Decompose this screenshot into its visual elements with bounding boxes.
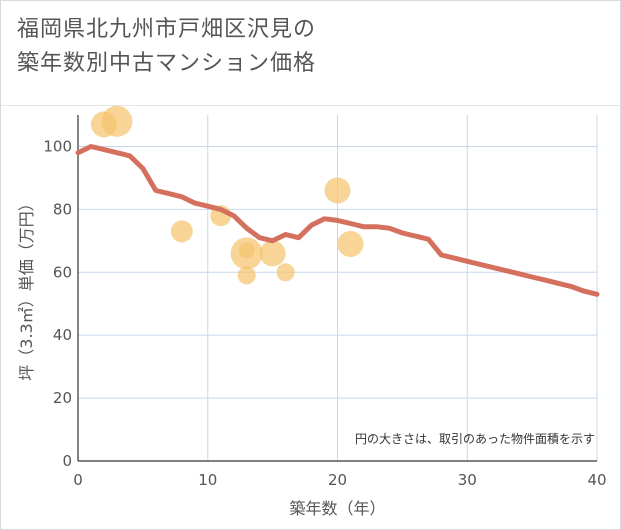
x-tick-label: 20 — [328, 471, 347, 489]
x-tick-label: 10 — [198, 471, 217, 489]
x-tick-label: 30 — [458, 471, 477, 489]
trend-line — [75, 144, 600, 297]
y-axis-title: 坪（3.3㎡）単価（万円） — [17, 195, 36, 380]
data-bubble[interactable] — [337, 230, 364, 257]
x-tick-label: 40 — [587, 471, 606, 489]
data-bubble[interactable] — [238, 242, 255, 259]
data-bubble[interactable] — [324, 177, 351, 204]
data-bubble[interactable] — [101, 105, 133, 137]
title-divider — [1, 105, 621, 106]
chart-title-line-2: 築年数別中古マンション価格 — [17, 51, 317, 76]
y-tick-label: 0 — [62, 452, 72, 470]
y-tick-label: 40 — [53, 326, 72, 344]
data-bubble[interactable] — [276, 263, 295, 282]
y-tick-label: 60 — [53, 263, 72, 281]
data-bubble[interactable] — [237, 266, 256, 285]
x-tick-label: 0 — [73, 471, 83, 489]
y-tick-label: 20 — [53, 389, 72, 407]
data-bubble[interactable] — [170, 220, 193, 243]
size-legend-note: 円の大きさは、取引のあった物件面積を示す — [355, 431, 595, 446]
chart-title: 福岡県北九州市戸畑区沢見の 築年数別中古マンション価格 — [17, 13, 316, 81]
x-axis-title: 築年数（年） — [289, 499, 385, 518]
chart-title-line-1: 福岡県北九州市戸畑区沢見の — [17, 17, 317, 42]
y-tick-label: 100 — [43, 137, 72, 155]
y-tick-label: 80 — [53, 200, 72, 218]
data-bubble[interactable] — [259, 240, 286, 267]
